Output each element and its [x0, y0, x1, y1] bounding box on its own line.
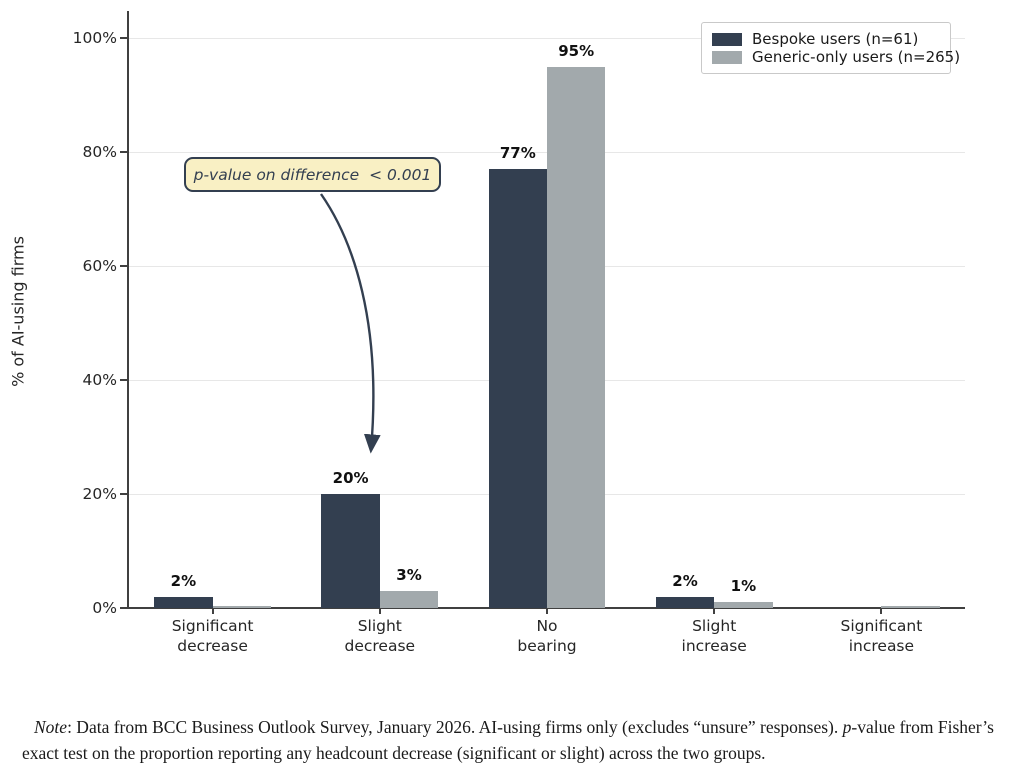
category-label: Slight decrease	[344, 617, 416, 655]
y-tick-label: 100%	[72, 29, 117, 47]
category-label: No bearing	[517, 617, 577, 655]
p-value-annotation: p-value on difference < 0.001	[184, 157, 441, 192]
x-tick-mark	[378, 608, 381, 614]
x-tick-mark	[546, 608, 548, 614]
x-tick-mark	[211, 608, 214, 614]
legend-label: Bespoke users (n=61)	[752, 30, 919, 48]
legend-row: Generic-only users (n=265)	[712, 48, 960, 66]
bar	[714, 602, 773, 608]
note-p-italic: p	[842, 716, 852, 737]
y-tick-label: 20%	[82, 485, 117, 503]
bar	[655, 596, 715, 608]
y-axis-title: % of AI-using firms	[8, 236, 28, 387]
category-label: Slight increase	[681, 617, 747, 655]
y-tick-mark	[120, 493, 127, 495]
note-label: Note	[34, 716, 68, 737]
category-label: Significant increase	[840, 617, 923, 655]
y-tick-mark	[120, 379, 127, 381]
bar-value-label: 95%	[558, 41, 595, 60]
chart-legend: Bespoke users (n=61) Generic-only users (…	[701, 22, 960, 74]
legend-swatch	[712, 50, 742, 64]
category-label: Significant decrease	[171, 617, 254, 655]
note-text-1: : Data from BCC Business Outlook Survey,…	[67, 716, 843, 737]
bar-value-label: 1%	[730, 577, 757, 596]
y-tick-mark	[120, 265, 127, 267]
y-tick-mark	[120, 151, 127, 153]
bar-value-label: 2%	[672, 571, 698, 590]
y-axis-line	[127, 11, 129, 609]
bar	[547, 66, 606, 608]
bar-value-label: 3%	[396, 565, 422, 584]
plot-area: % of AI-using firms Bespoke users (n=61)…	[8, 11, 965, 655]
bar-value-label: 77%	[499, 144, 536, 163]
note-text-2: -value from Fisher’s exact test on the p…	[22, 716, 994, 763]
bar	[379, 590, 439, 608]
p-value-annotation-text: p-value on difference < 0.001	[193, 165, 432, 184]
x-tick-mark	[880, 608, 883, 614]
y-tick-mark	[120, 37, 127, 39]
y-tick-label: 0%	[92, 599, 117, 617]
bar-value-label: 20%	[332, 469, 369, 487]
y-tick-mark	[120, 607, 127, 609]
bar-value-label: 2%	[170, 571, 197, 590]
legend-row: Bespoke users (n=61)	[712, 30, 940, 48]
bar	[154, 596, 213, 608]
figure-note: Note: Data from BCC Business Outlook Sur…	[22, 714, 1012, 766]
legend-label: Generic-only users (n=265)	[752, 48, 961, 66]
gridline	[129, 37, 965, 39]
y-tick-label: 40%	[82, 371, 117, 389]
bar	[881, 605, 940, 608]
x-tick-mark	[713, 608, 716, 614]
y-tick-label: 80%	[82, 143, 117, 161]
bar	[212, 605, 271, 608]
y-tick-label: 60%	[82, 257, 117, 275]
legend-swatch	[712, 32, 742, 46]
bar	[321, 494, 380, 608]
bar	[488, 169, 547, 608]
